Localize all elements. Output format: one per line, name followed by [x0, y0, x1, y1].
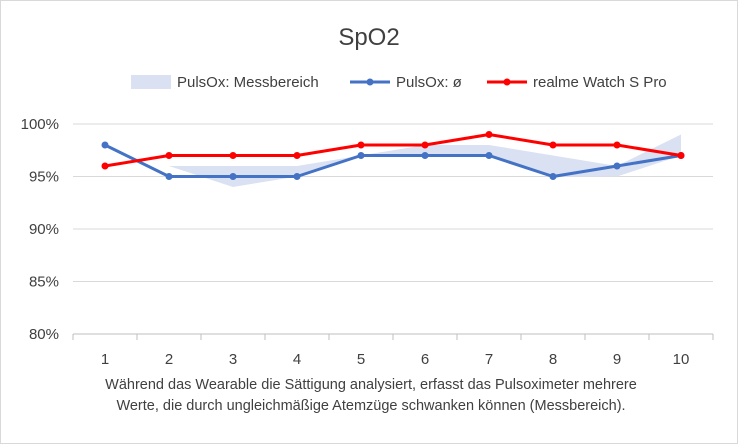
caption-line-2: Werte, die durch ungleichmäßige Atemzüge… [116, 398, 626, 414]
watch-series-point-9 [613, 141, 621, 149]
legend-label-range: PulsOx: Messbereich [177, 74, 319, 91]
watch-series-point-2 [165, 152, 173, 159]
y-tick-label-80: 80% [29, 326, 59, 343]
legend: PulsOx: Messbereich PulsOx: ø realme Wat… [131, 74, 667, 91]
range-area-layer [105, 134, 681, 187]
legend-label-avg: PulsOx: ø [396, 74, 462, 91]
x-tick-labels: 1 2 3 4 5 6 7 8 9 10 [101, 351, 690, 368]
chart-caption: Während das Wearable die Sättigung analy… [61, 375, 681, 417]
y-tick-label-100: 100% [21, 116, 59, 133]
watch-series-layer [101, 131, 685, 170]
x-tick-label-7: 7 [485, 351, 493, 368]
avg-series-point-8 [549, 173, 557, 180]
watch-series-point-6 [421, 141, 429, 149]
watch-series-point-4 [293, 152, 301, 159]
avg-series-line [103, 143, 683, 178]
range-area [105, 134, 681, 187]
chart-title: SpO2 [338, 24, 399, 51]
x-tick-label-9: 9 [613, 351, 621, 368]
x-tick-label-5: 5 [357, 351, 365, 368]
avg-series-point-3 [229, 173, 237, 180]
watch-series-point-3 [229, 152, 237, 159]
y-tick-labels: 80% 85% 90% 95% 100% [21, 116, 59, 343]
legend-swatch-range [131, 75, 171, 89]
avg-series-point-1 [101, 141, 109, 149]
x-tick-label-2: 2 [165, 351, 173, 368]
x-tick-label-10: 10 [673, 351, 690, 368]
y-tick-label-85: 85% [29, 274, 59, 291]
y-tick-label-90: 90% [29, 221, 59, 238]
avg-series-point-4 [293, 173, 301, 180]
avg-series-point-7 [485, 152, 493, 159]
avg-series-point-6 [421, 152, 429, 159]
legend-marker-avg [366, 78, 374, 86]
watch-series-point-5 [357, 141, 365, 149]
x-axis [72, 333, 714, 340]
watch-series-point-8 [549, 141, 557, 149]
avg-series-point-9 [613, 162, 621, 170]
x-tick-label-3: 3 [229, 351, 237, 368]
watch-series-point-7 [485, 131, 493, 138]
avg-series-point-2 [165, 173, 173, 180]
x-tick-label-6: 6 [421, 351, 429, 368]
watch-series-point-10 [677, 152, 685, 159]
x-tick-label-4: 4 [293, 351, 301, 368]
avg-series-point-5 [357, 152, 365, 159]
avg-series-layer [101, 141, 685, 180]
watch-series-point-1 [101, 162, 109, 170]
x-tick-label-8: 8 [549, 351, 557, 368]
legend-marker-watch [503, 78, 511, 86]
y-tick-label-95: 95% [29, 169, 59, 186]
x-tick-label-1: 1 [101, 351, 109, 368]
watch-series-line [103, 133, 683, 168]
legend-label-watch: realme Watch S Pro [533, 74, 667, 91]
caption-line-1: Während das Wearable die Sättigung analy… [105, 377, 637, 393]
